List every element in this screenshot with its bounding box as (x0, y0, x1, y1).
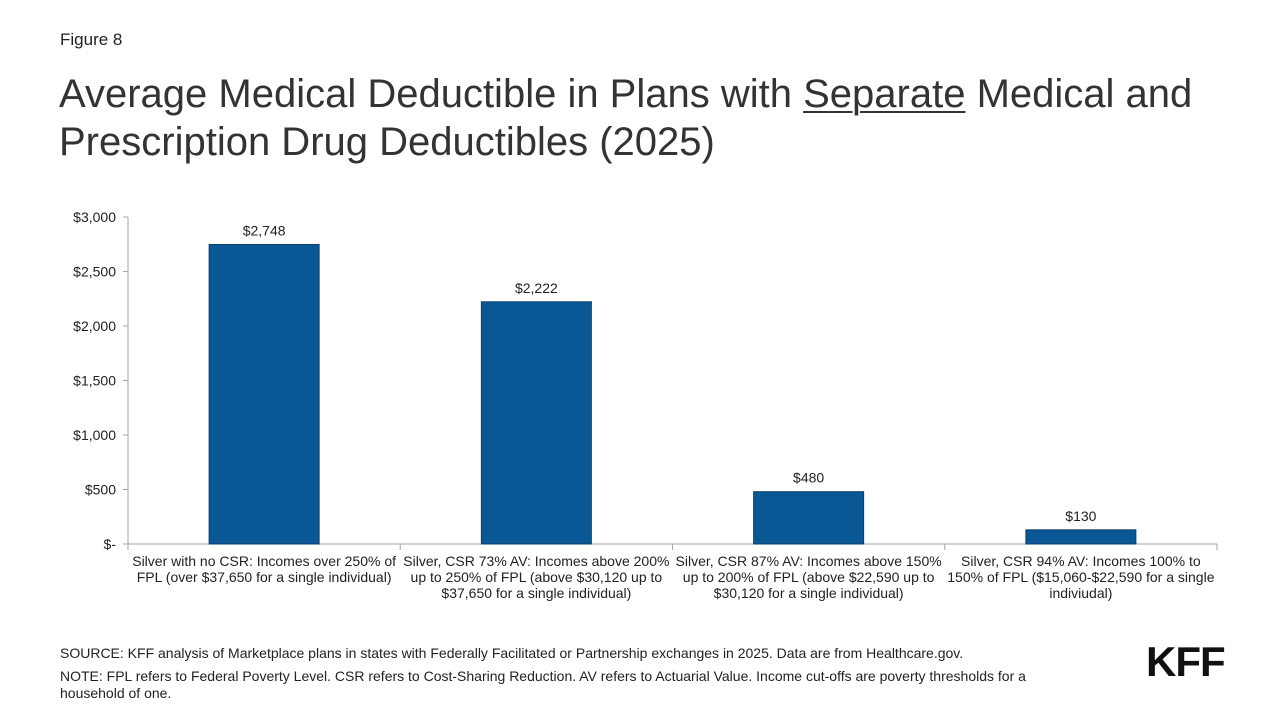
y-tick-label: $500 (85, 482, 116, 498)
data-label: $130 (1065, 508, 1096, 524)
x-category-label: Silver, CSR 87% AV: Incomes above 150% u… (675, 553, 942, 601)
y-tick-label: $3,000 (73, 209, 116, 225)
x-category-label: Silver, CSR 73% AV: Incomes above 200% u… (403, 553, 670, 601)
x-category-label: Silver with no CSR: Incomes over 250% of… (132, 553, 397, 585)
chart-title: Average Medical Deductible in Plans with… (59, 70, 1239, 166)
y-tick-label: $1,500 (73, 373, 116, 389)
kff-logo: KFF (1146, 638, 1226, 685)
chart-data-labels: $2,748 $2,222 $480 $130 (243, 222, 1097, 523)
chart-bars (208, 243, 1137, 545)
title-part-2: Medical and Prescription Drug Deductible… (59, 72, 1193, 164)
title-underlined-word: Separate (803, 72, 966, 116)
data-label: $2,222 (515, 280, 558, 296)
y-tick-label: $1,000 (73, 427, 116, 443)
y-tick-label: $- (104, 536, 117, 552)
y-tick-label: $2,000 (73, 318, 116, 334)
title-part-1: Average Medical Deductible in Plans with (59, 72, 804, 116)
source-note: SOURCE: KFF analysis of Marketplace plan… (60, 645, 964, 661)
bar (1025, 529, 1137, 545)
chart-axes: $- $500 $1,000 $1,500 $2,000 $2,500 $3,000 (73, 209, 1218, 552)
bar (753, 491, 865, 545)
bar (480, 301, 592, 545)
bar (208, 243, 320, 545)
y-tick-label: $2,500 (73, 264, 116, 280)
footnote: NOTE: FPL refers to Federal Poverty Leve… (60, 668, 1026, 701)
data-label: $480 (793, 470, 824, 486)
x-category-label: Silver, CSR 94% AV: Incomes 100% to 150%… (947, 553, 1215, 601)
bar-chart: $- $500 $1,000 $1,500 $2,000 $2,500 $3,000 $2,… (73, 209, 1218, 552)
figure-label: Figure 8 (60, 30, 123, 49)
data-label: $2,748 (243, 222, 286, 238)
